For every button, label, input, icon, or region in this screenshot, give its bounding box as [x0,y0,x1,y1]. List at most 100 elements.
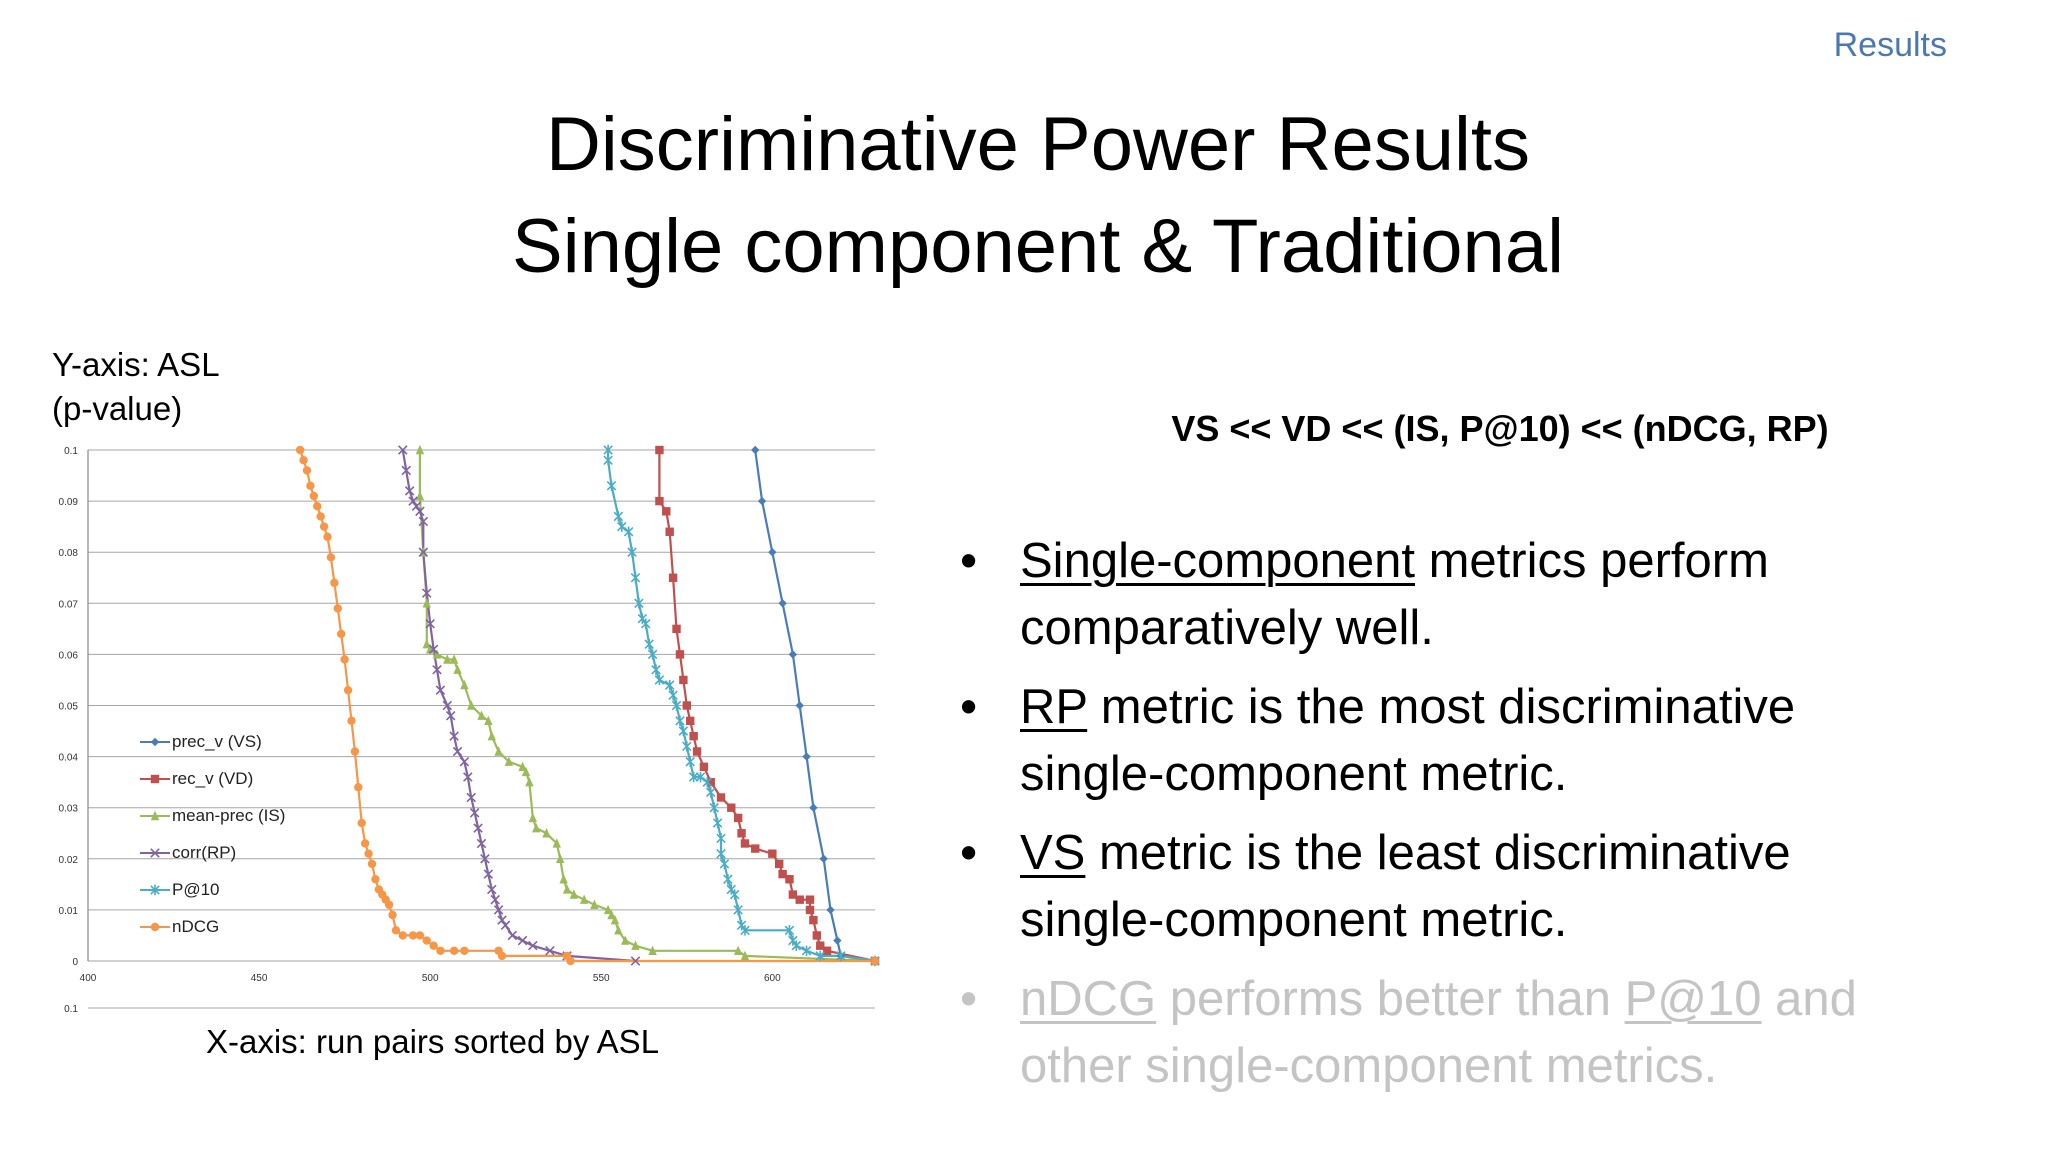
y-tick-label: 0.02 [59,855,79,866]
data-point [337,629,346,639]
data-point [709,802,719,813]
data-point [733,813,743,823]
data-point [768,849,777,858]
data-point [528,940,538,951]
data-point [774,859,784,869]
data-point [579,894,589,904]
data-point [408,496,418,506]
data-point [545,946,555,956]
data-point [415,931,425,940]
data-point [340,655,349,664]
y-tick-label: 0.09 [59,497,79,508]
data-point [295,445,305,455]
bullet-text-line2: single-component metric. [1020,893,1568,947]
data-point [617,521,627,532]
data-point [651,664,661,675]
data-point [569,889,579,899]
data-point [654,674,665,686]
data-point [493,905,504,915]
y-tick-label: 0 [72,957,78,968]
legend-marker [150,774,160,784]
data-point [422,598,431,608]
data-point [313,502,322,511]
data-point [631,940,640,950]
data-point [627,547,637,558]
y-tick-label: 0.05 [59,702,79,713]
data-point [309,491,319,501]
data-point [802,752,811,761]
data-point [614,925,623,935]
data-point [460,946,469,955]
bullet-item: • Single-component metrics perform compa… [960,528,2020,662]
data-point [723,874,733,885]
data-point [483,869,494,879]
data-point [473,823,483,833]
data-point [699,762,709,772]
data-point [449,946,459,955]
bullet-text: metric is the most discriminative [1087,680,1796,734]
data-point [682,701,692,710]
y-tick-label: 0.03 [59,804,79,815]
data-point [418,516,429,527]
data-point [590,899,599,909]
data-point [319,522,329,531]
data-point [668,573,678,582]
bullet-dot: • [960,680,978,734]
section-label: Results [1833,26,1947,64]
data-point [685,756,695,767]
data-point [809,803,818,812]
data-point [729,889,740,900]
data-point [665,527,674,536]
data-point [518,761,527,772]
bullet-item: • VS metric is the least discriminative … [960,820,2020,954]
data-point [460,679,469,690]
data-point [429,941,438,950]
y-axis-note-line2: (p-value) [52,390,183,427]
data-point [630,572,641,583]
slide-subtitle: Single component & Traditional [512,204,1564,289]
y-axis-note: Y-axis: ASL (p-value) [52,343,220,431]
legend-label: prec_v (VS) [172,732,262,751]
legend-label: nDCG [172,917,219,936]
data-point [603,455,613,466]
legend-label: corr(RP) [172,843,236,862]
data-point [388,910,397,920]
x-tick-label: 500 [422,973,439,984]
series-line [418,450,876,963]
data-point [343,685,353,695]
data-point [833,936,842,945]
data-point [737,829,746,838]
bullet-dot: • [960,972,978,1026]
data-point [494,746,503,756]
data-point [805,895,815,904]
data-point [788,650,798,659]
data-point [740,925,750,936]
data-point [367,859,377,869]
bullet-keyword: nDCG [1020,972,1157,1026]
data-point [819,854,828,863]
data-point [528,812,538,823]
data-point [350,747,360,756]
data-point [453,664,462,674]
bullet-item: • RP metric is the most discriminative s… [960,674,2020,808]
data-point [733,945,743,955]
data-point [815,950,826,962]
data-point [682,741,692,752]
data-point [809,915,818,925]
data-point [459,756,470,767]
data-point [316,512,325,521]
data-point [384,900,394,909]
data-point [333,604,342,613]
data-point [490,894,500,905]
data-point [408,931,418,940]
data-point [422,936,431,945]
data-point [476,838,487,849]
data-point [788,890,798,899]
data-point [559,874,568,884]
data-point [521,766,531,777]
data-point [466,792,477,803]
data-point [398,931,407,940]
data-point [302,466,312,475]
data-point [716,793,726,802]
data-point [727,803,736,812]
